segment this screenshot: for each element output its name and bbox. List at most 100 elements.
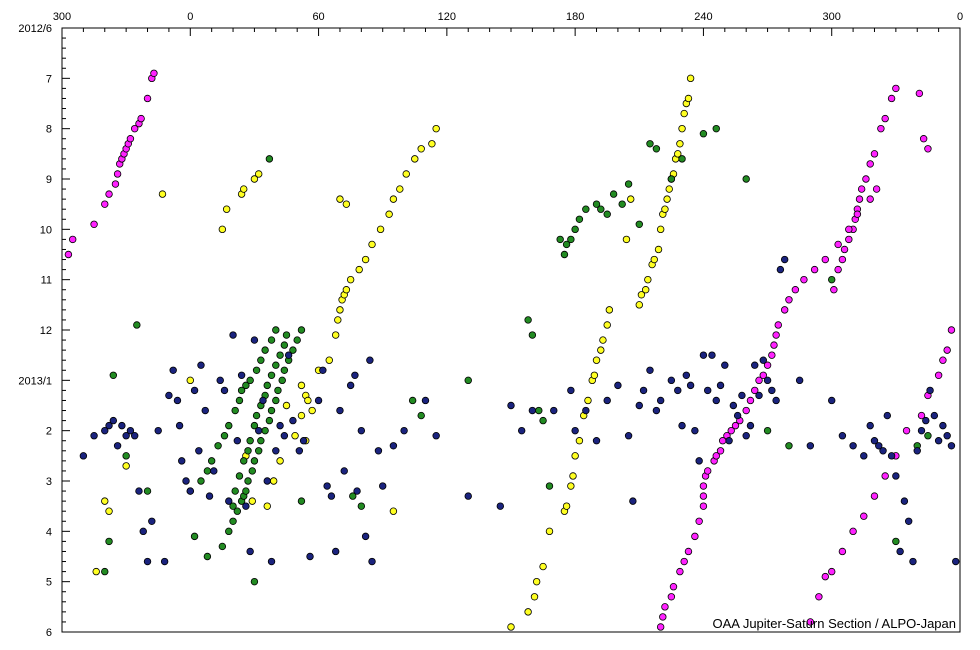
data-point [609,190,618,198]
data-point [652,406,661,415]
data-point [838,255,847,264]
data-point [325,356,333,364]
data-point [282,331,291,339]
data-point [263,381,271,390]
data-point [417,411,425,420]
data-point [250,175,259,183]
data-point [190,532,199,541]
data-point [122,452,130,460]
data-point [289,416,297,425]
data-point [246,376,254,385]
data-point [68,235,77,244]
data-point [222,205,231,213]
data-point [642,286,650,294]
data-point [396,185,404,193]
data-point [943,432,951,440]
data-point [263,502,271,510]
data-point [336,306,344,314]
data-point [924,432,932,440]
data-point [828,396,836,405]
data-point [875,442,883,450]
data-point [845,225,853,234]
y-tick-label: 5 [46,577,52,589]
data-point [178,457,186,465]
data-point [229,502,237,510]
data-point [109,371,118,379]
data-point [173,396,182,405]
data-point [667,593,676,601]
data-point [539,562,547,571]
x-tick-label: 120 [438,11,456,23]
data-point [821,572,829,581]
data-point [704,467,712,475]
data-point [250,457,259,465]
data-point [806,442,815,450]
y-tick-label: 6 [46,627,52,639]
data-point [708,351,716,359]
data-point [150,69,158,77]
data-point [785,296,793,304]
data-point [366,356,374,364]
data-point [584,396,592,405]
data-point [686,74,695,83]
data-point [297,381,306,390]
y-tick-label: 10 [40,224,52,236]
data-point [575,215,584,223]
data-point [195,447,203,455]
data-point [663,195,671,203]
data-point [122,462,130,470]
data-point [242,502,250,510]
data-point [240,185,248,193]
data-point [289,346,297,354]
data-point [699,492,708,500]
data-point [934,437,943,445]
data-point [704,386,712,395]
data-point [900,497,909,505]
data-point [225,421,233,430]
data-point [175,421,184,430]
data-point [857,185,866,193]
data-point [133,321,141,329]
data-point [855,195,864,203]
data-point [695,457,703,465]
data-point [699,502,708,510]
data-point [669,583,678,591]
data-point [428,140,436,148]
data-point [235,472,244,480]
data-point [751,361,759,369]
data-point [235,396,244,405]
data-point [368,240,376,249]
data-point [590,371,599,379]
data-point [229,331,237,339]
data-point [257,356,265,364]
data-point [909,557,917,566]
data-point [203,552,212,561]
data-point [828,567,836,576]
data-point [571,426,579,435]
data-point [947,442,956,450]
data-point [627,195,635,203]
data-point [545,482,554,490]
data-point [774,321,782,329]
data-point [759,356,767,364]
data-point [346,381,355,390]
data-point [881,114,889,123]
data-point [644,275,652,284]
data-point [340,467,348,475]
data-point [248,497,256,505]
data-point [233,437,242,445]
data-point [569,472,577,480]
data-point [207,457,216,465]
data-point [919,135,928,143]
data-point [255,170,263,178]
data-point [571,225,579,234]
data-point [872,185,881,193]
y-tick-label: 7 [46,73,52,85]
data-point [464,492,472,500]
data-point [800,275,808,284]
data-point [654,245,663,254]
data-point [105,190,113,198]
data-point [840,245,849,254]
data-point [695,517,703,525]
